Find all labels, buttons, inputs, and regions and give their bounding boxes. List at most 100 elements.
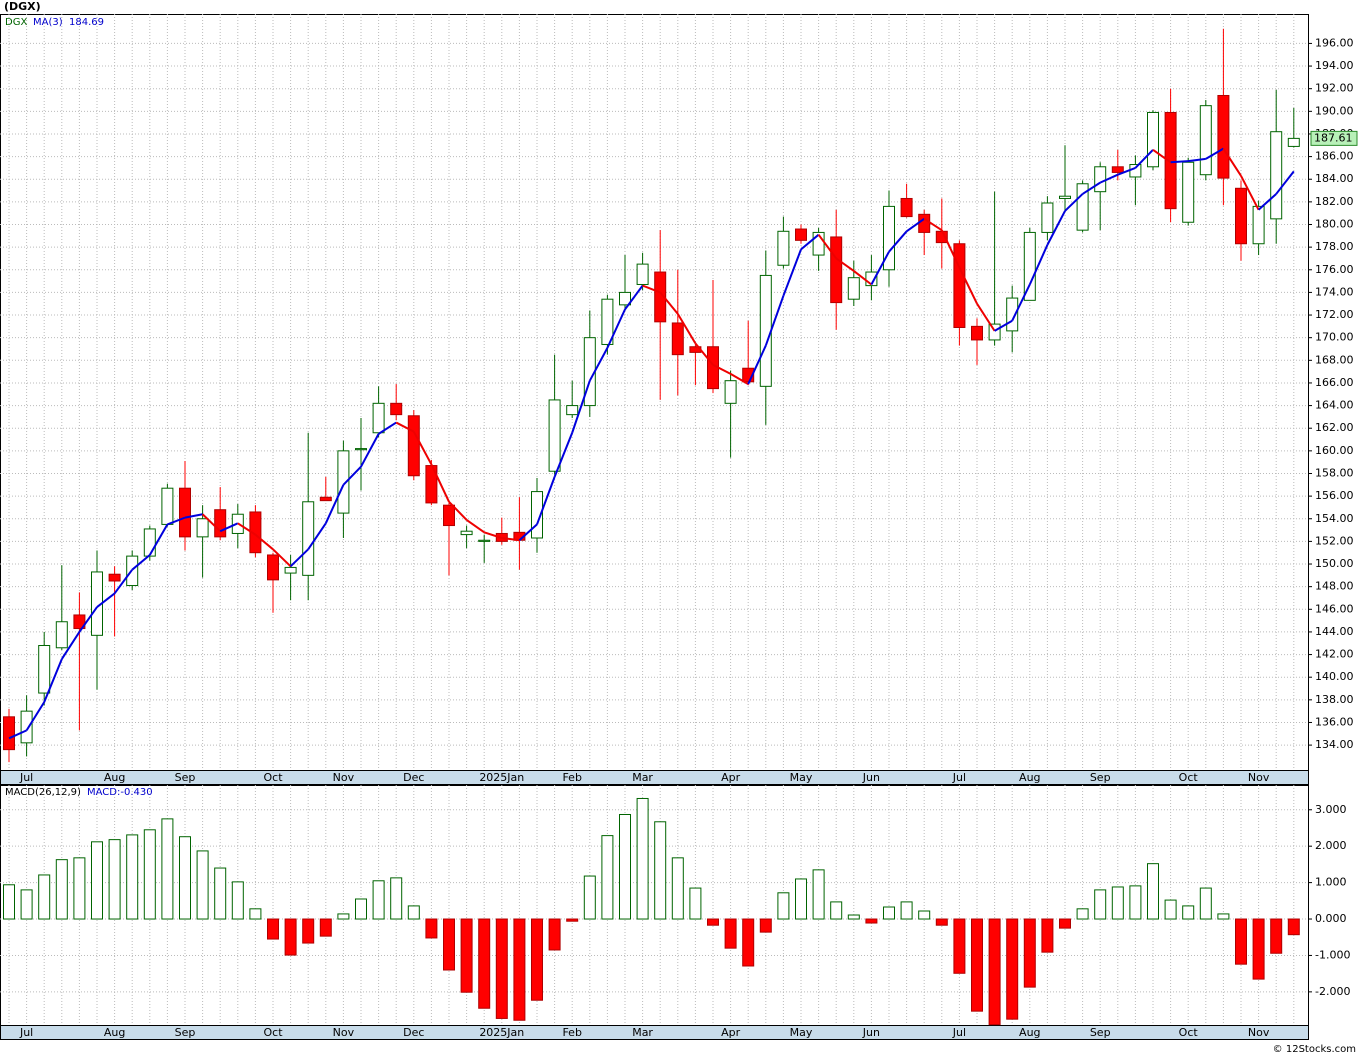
ma-segment — [307, 522, 327, 550]
macd-bar — [337, 913, 350, 920]
candle-body — [1006, 297, 1019, 332]
y-tick-label: -1.000 — [1315, 948, 1350, 961]
ma-segment — [853, 270, 873, 286]
legend-ticker: DGX — [5, 17, 27, 28]
macd-bar — [478, 918, 491, 1009]
macd-bar — [319, 918, 332, 937]
candle-body — [249, 511, 262, 554]
candle-body — [971, 325, 983, 341]
y-tick-label: 150.00 — [1315, 557, 1354, 570]
ma-segment — [606, 308, 626, 349]
macd-bar — [1164, 899, 1177, 920]
ma-segment — [360, 433, 380, 468]
candle-body — [1147, 111, 1159, 168]
macd-bar — [583, 875, 596, 920]
x-tick-label: Dec — [403, 1026, 424, 1039]
macd-bar — [777, 892, 790, 920]
ma-segment — [184, 513, 203, 519]
ma-segment — [1152, 148, 1172, 164]
macd-bar — [531, 918, 543, 1001]
ma-segment — [412, 431, 433, 465]
macd-bar — [1041, 918, 1054, 953]
candle-body — [636, 263, 649, 285]
candle-body — [883, 205, 895, 271]
x-axis-band — [0, 770, 1309, 785]
ma-segment — [96, 592, 116, 608]
ma-segment — [923, 218, 943, 232]
ma-segment — [518, 523, 538, 542]
x-tick-label: Mar — [632, 771, 653, 784]
candle-body — [460, 530, 473, 536]
macd-bar — [1023, 918, 1036, 988]
macd-bar — [126, 834, 139, 920]
macd-bar — [143, 829, 156, 920]
x-tick-label: Oct — [1179, 771, 1199, 784]
x-tick-label: Aug — [1019, 771, 1040, 784]
candle-body — [1287, 137, 1300, 147]
ma-segment — [430, 464, 450, 503]
ma-segment — [994, 319, 1013, 332]
macd-bar — [619, 813, 631, 920]
candle-body — [372, 402, 385, 434]
ma-segment — [1099, 173, 1119, 184]
ma-segment — [659, 291, 679, 315]
y-tick-label: 194.00 — [1315, 59, 1354, 72]
macd-bar — [3, 884, 15, 920]
macd-bar — [390, 877, 403, 920]
macd-bar — [671, 857, 684, 920]
candle-body — [900, 197, 913, 218]
macd-bar — [267, 918, 279, 940]
ma-segment — [237, 522, 256, 536]
candle-body — [73, 614, 86, 630]
macd-bar — [1270, 918, 1283, 954]
candle-body — [337, 450, 350, 514]
chart-title: (DGX) — [4, 0, 41, 13]
macd-bar — [425, 918, 438, 939]
macd-bar — [1094, 889, 1107, 920]
y-tick-label: 156.00 — [1315, 489, 1354, 502]
macd-bar — [654, 821, 667, 920]
y-tick-label: 134.00 — [1315, 738, 1354, 751]
ma-segment — [694, 342, 714, 366]
ma-segment — [1222, 148, 1242, 177]
macd-bar — [443, 918, 455, 971]
y-tick-label: 158.00 — [1315, 466, 1354, 479]
candle-body — [478, 539, 491, 542]
x-tick-label: Apr — [721, 771, 741, 784]
y-tick-label: 180.00 — [1315, 218, 1354, 231]
candle-body — [619, 291, 631, 306]
ma-segment — [1240, 175, 1260, 211]
ma-segment — [1064, 193, 1084, 212]
y-tick-label: 148.00 — [1315, 580, 1354, 593]
x-tick-label: Sep — [175, 771, 196, 784]
ma-segment — [25, 701, 46, 731]
y-tick-label: 174.00 — [1315, 285, 1354, 298]
y-tick-label: 164.00 — [1315, 399, 1354, 412]
candle-body — [1041, 202, 1054, 233]
y-tick-label: 154.00 — [1315, 512, 1354, 525]
ma-segment — [870, 251, 890, 285]
x-tick-label: Aug — [1019, 1026, 1040, 1039]
candle-body — [390, 402, 403, 416]
ma-segment — [342, 465, 362, 486]
legend-ma-value: 184.69 — [69, 17, 104, 28]
ma-segment — [289, 548, 309, 568]
candle-body — [1059, 195, 1071, 199]
ma-segment — [624, 285, 644, 310]
macd-bar — [566, 918, 579, 922]
candle-body — [38, 645, 51, 694]
candle-body — [1217, 94, 1230, 179]
candle-body — [953, 243, 966, 328]
y-tick-label: 140.00 — [1315, 670, 1354, 683]
candle-body — [865, 271, 878, 287]
last-price-label: 187.61 — [1314, 131, 1353, 144]
y-tick-label: 142.00 — [1315, 648, 1354, 661]
y-tick-label: 176.00 — [1315, 263, 1354, 276]
candle-body — [143, 528, 156, 557]
macd-bar — [1182, 905, 1195, 920]
macd-bar — [1129, 885, 1142, 920]
candle-body — [161, 487, 174, 525]
x-tick-label: Feb — [562, 1026, 581, 1039]
